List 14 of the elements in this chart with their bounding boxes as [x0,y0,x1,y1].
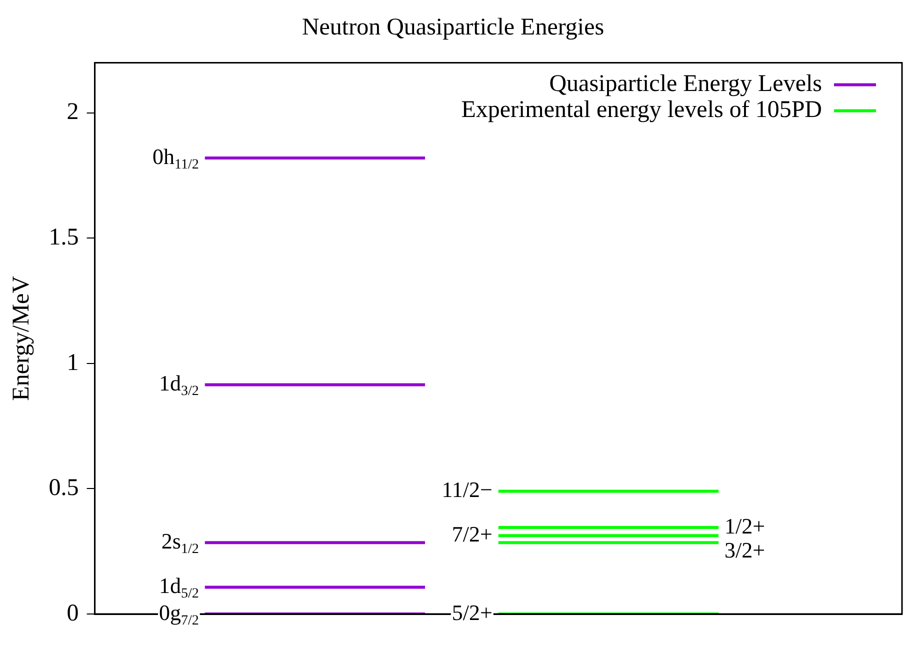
chart-title: Neutron Quasiparticle Energies [302,14,604,41]
y-axis-title: Energy/MeV [8,275,35,401]
legend-label: Quasiparticle Energy Levels [549,71,822,98]
y-tick-label: 0 [66,600,79,626]
series-label: 1/2+ [724,513,766,538]
series-label: 5/2+ [452,600,492,625]
series-label: 7/2+ [452,521,492,546]
series-label: 3/2+ [724,537,766,562]
y-tick-label: 0.5 [48,475,79,502]
y-tick-label: 1.5 [48,224,79,250]
y-tick-label: 2 [66,99,79,126]
legend-label: Experimental energy levels of 105PD [461,97,822,124]
y-tick-label: 1 [66,350,79,376]
series-label: 11/2− [442,477,492,502]
